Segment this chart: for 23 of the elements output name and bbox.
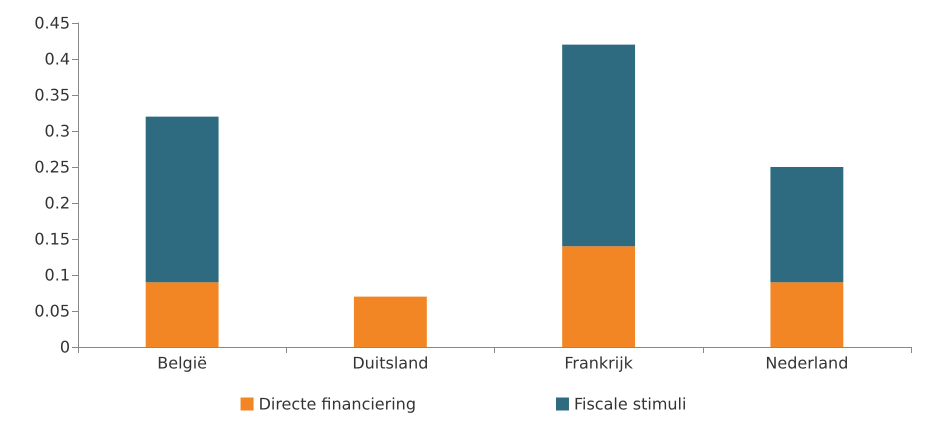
bar (562, 246, 636, 347)
legend-label: Directe financiering (258, 394, 416, 414)
bar (146, 116, 219, 282)
y-tick-label: 0.2 (44, 194, 70, 212)
y-tick-label: 0.15 (34, 230, 70, 248)
y-tick-label: 0 (60, 338, 70, 356)
x-tick-label: Duitsland (352, 354, 428, 372)
y-tick-label: 0.35 (34, 86, 70, 104)
legend-label: Fiscale stimuli (574, 394, 686, 414)
y-tick-label: 0.1 (44, 266, 70, 284)
x-tick-label: België (157, 354, 207, 372)
bar (562, 44, 636, 246)
y-tick-label: 0.05 (34, 302, 70, 320)
bar (354, 296, 427, 347)
x-tick-label: Nederland (765, 354, 848, 372)
bar (146, 282, 219, 347)
bar (770, 167, 844, 282)
y-tick-label: 0.45 (34, 14, 70, 32)
x-tick-label: Frankrijk (564, 354, 634, 372)
y-tick-label: 0.25 (34, 158, 70, 176)
y-tick-label: 0.4 (44, 50, 70, 68)
y-tick-label: 0.3 (44, 122, 70, 140)
bar (770, 282, 844, 347)
